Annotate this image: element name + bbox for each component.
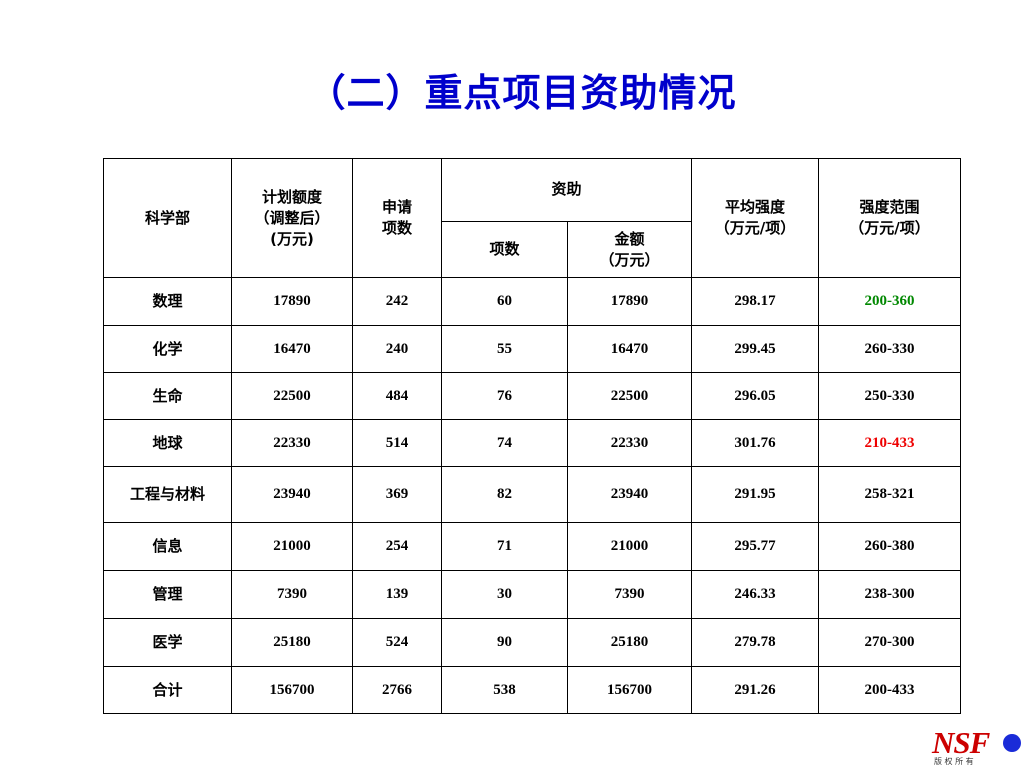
header-plan-line2: （调整后） (254, 208, 330, 227)
cell-dept: 医学 (103, 618, 232, 667)
header-apply-line2: 项数 (381, 219, 412, 237)
cell-apply: 240 (352, 325, 442, 373)
total-row: 合计 156700 2766 538 156700 291.26 200-433 (103, 666, 961, 714)
cell-range: 260-380 (818, 522, 961, 571)
cell-amount: 17890 (567, 277, 692, 326)
header-funded: 资助 (441, 158, 692, 222)
cell-range: 260-330 (818, 325, 961, 373)
cell-plan: 16470 (231, 325, 353, 373)
cell-apply: 369 (352, 466, 442, 523)
cell-dept: 地球 (103, 419, 232, 467)
header-avg: 平均强度 （万元/项） (691, 158, 819, 278)
cell-apply: 254 (352, 522, 442, 571)
table-row: 生命 22500 484 76 22500 296.05 250-330 (103, 372, 961, 420)
cell-apply: 139 (352, 570, 442, 619)
cell-amount: 22500 (567, 372, 692, 420)
logo-text: NSF (931, 725, 991, 760)
cell-plan: 25180 (231, 618, 353, 667)
header-amount-line2: （万元） (599, 250, 660, 269)
cell-range: 210-433 (818, 419, 961, 467)
cell-avg: 246.33 (691, 570, 819, 619)
cell-apply: 242 (352, 277, 442, 326)
cell-count: 538 (441, 666, 568, 714)
cell-avg: 296.05 (691, 372, 819, 420)
cell-avg: 298.17 (691, 277, 819, 326)
cell-amount: 156700 (567, 666, 692, 714)
cell-dept: 管理 (103, 570, 232, 619)
header-avg-line1: 平均强度 (724, 198, 785, 216)
cell-avg: 301.76 (691, 419, 819, 467)
table-row: 数理 17890 242 60 17890 298.17 200-360 (103, 277, 961, 326)
cell-amount: 16470 (567, 325, 692, 373)
cell-dept: 合计 (103, 666, 232, 714)
header-range-line2: （万元/项） (849, 219, 930, 237)
cell-avg: 291.95 (691, 466, 819, 523)
cell-range: 200-360 (818, 277, 961, 326)
table-row: 医学 25180 524 90 25180 279.78 270-300 (103, 618, 961, 667)
cell-range: 250-330 (818, 372, 961, 420)
cell-amount: 21000 (567, 522, 692, 571)
cell-dept: 信息 (103, 522, 232, 571)
table-row: 工程与材料 23940 369 82 23940 291.95 258-321 (103, 466, 961, 523)
cell-apply: 484 (352, 372, 442, 420)
table-row: 地球 22330 514 74 22330 301.76 210-433 (103, 419, 961, 467)
cell-amount: 22330 (567, 419, 692, 467)
cell-avg: 279.78 (691, 618, 819, 667)
cell-dept: 工程与材料 (103, 466, 232, 523)
header-funded-amount: 金额 （万元） (567, 221, 692, 278)
cell-dept: 生命 (103, 372, 232, 420)
header-apply: 申请 项数 (352, 158, 442, 278)
cell-count: 74 (441, 419, 568, 467)
header-plan-line1: 计划额度 (261, 187, 322, 206)
table-row: 化学 16470 240 55 16470 299.45 260-330 (103, 325, 961, 373)
nsf-logo: NSF 版 权 所 有 (931, 725, 1021, 766)
header-dept: 科学部 (103, 158, 232, 278)
cell-amount: 25180 (567, 618, 692, 667)
cell-avg: 291.26 (691, 666, 819, 714)
cell-amount: 23940 (567, 466, 692, 523)
cell-plan: 22500 (231, 372, 353, 420)
cell-count: 82 (441, 466, 568, 523)
cell-count: 60 (441, 277, 568, 326)
cell-plan: 17890 (231, 277, 353, 326)
header-funded-count: 项数 (441, 221, 568, 278)
cell-count: 90 (441, 618, 568, 667)
header-range: 强度范围 （万元/项） (818, 158, 961, 278)
page-title: （二）重点项目资助情况 (307, 71, 737, 115)
header-plan-line3: (万元) (270, 229, 314, 248)
cell-range: 270-300 (818, 618, 961, 667)
cell-avg: 295.77 (691, 522, 819, 571)
cell-range: 258-321 (818, 466, 961, 523)
logo-dot (1003, 734, 1021, 752)
cell-avg: 299.45 (691, 325, 819, 373)
cell-count: 76 (441, 372, 568, 420)
cell-plan: 156700 (231, 666, 353, 714)
header-range-line1: 强度范围 (859, 198, 920, 216)
cell-range: 200-433 (818, 666, 961, 714)
header-avg-line2: （万元/项） (714, 219, 796, 237)
cell-apply: 524 (352, 618, 442, 667)
cell-plan: 7390 (231, 570, 353, 619)
cell-count: 71 (441, 522, 568, 571)
header-amount-line1: 金额 (614, 229, 645, 248)
logo-caption: 版 权 所 有 (934, 756, 974, 766)
header-apply-line1: 申请 (381, 198, 412, 216)
cell-plan: 22330 (231, 419, 353, 467)
cell-apply: 514 (352, 419, 442, 467)
cell-dept: 数理 (103, 277, 232, 326)
cell-amount: 7390 (567, 570, 692, 619)
header-plan: 计划额度 （调整后） (万元) (231, 158, 353, 278)
cell-range: 238-300 (818, 570, 961, 619)
cell-count: 55 (441, 325, 568, 373)
cell-dept: 化学 (103, 325, 232, 373)
cell-plan: 23940 (231, 466, 353, 523)
table-row: 信息 21000 254 71 21000 295.77 260-380 (103, 522, 961, 571)
cell-count: 30 (441, 570, 568, 619)
cell-apply: 2766 (352, 666, 442, 714)
funding-table: 科学部 计划额度 （调整后） (万元) 申请 项数 资助 平均强度 （万元/项）… (103, 158, 961, 714)
cell-plan: 21000 (231, 522, 353, 571)
table-row: 管理 7390 139 30 7390 246.33 238-300 (103, 570, 961, 619)
